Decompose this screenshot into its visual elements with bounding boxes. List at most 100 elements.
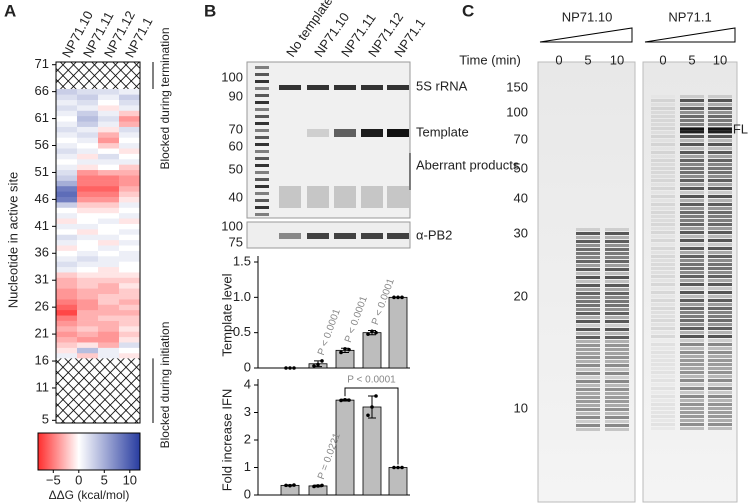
ladder-band — [255, 94, 269, 97]
gel-band — [708, 223, 732, 226]
gel-band — [651, 267, 675, 270]
gel-band — [708, 259, 732, 262]
gel-band — [576, 248, 600, 251]
gel-band — [605, 232, 629, 235]
time-label: 5 — [688, 52, 695, 67]
heat-cell — [119, 336, 140, 343]
data-point — [343, 398, 347, 402]
y-tick-label: 0 — [244, 486, 251, 501]
gel-band — [708, 147, 732, 150]
ladder-label: 60 — [229, 138, 243, 153]
gel-band — [680, 179, 704, 182]
gel-band — [576, 320, 600, 323]
gel-band — [708, 123, 732, 126]
data-point — [288, 483, 292, 488]
gel-band — [334, 85, 356, 90]
gel-band — [680, 423, 704, 426]
gel-band — [708, 99, 732, 102]
gel-band — [680, 247, 704, 250]
gel-band — [680, 223, 704, 226]
gel-band — [680, 351, 704, 354]
heat-cell — [119, 185, 140, 192]
heat-cell — [77, 250, 98, 257]
heat-cell — [98, 309, 119, 316]
gel-band — [680, 151, 704, 154]
heat-cell — [77, 105, 98, 111]
gel-band — [651, 175, 675, 178]
heat-cell — [77, 99, 98, 106]
gel-band — [279, 85, 301, 90]
gel-band — [651, 111, 675, 114]
gel-band — [651, 219, 675, 222]
gel-band — [680, 267, 704, 270]
heat-cell — [56, 180, 77, 187]
gel-band — [576, 304, 600, 307]
heat-cell — [98, 293, 119, 300]
heat-cell — [98, 94, 119, 101]
heat-cell — [77, 336, 98, 343]
heat-cell — [56, 175, 77, 181]
gel-band — [708, 407, 732, 410]
gel-band — [680, 319, 704, 322]
heat-cell — [98, 299, 119, 305]
ladder-label: 40 — [229, 189, 243, 204]
data-point — [392, 295, 396, 300]
heat-cell — [77, 169, 98, 176]
gel-band — [576, 392, 600, 395]
heat-cell — [98, 158, 119, 165]
data-point — [370, 329, 374, 334]
bar — [362, 406, 382, 496]
gel-band — [708, 243, 732, 246]
heat-cell — [77, 234, 98, 241]
gel-band — [708, 239, 732, 242]
gel-band — [651, 191, 675, 194]
gel-band — [708, 175, 732, 178]
gel-band — [605, 268, 629, 271]
gel-band — [680, 143, 704, 146]
gel-band — [708, 339, 732, 342]
gel-band — [651, 123, 675, 126]
gel-band — [576, 252, 600, 255]
gel-band — [708, 135, 732, 138]
gel-band — [680, 159, 704, 162]
gel-band — [651, 335, 675, 338]
gel-band — [605, 324, 629, 327]
gel-band — [651, 295, 675, 298]
gel-band — [680, 371, 704, 374]
gel-band — [708, 227, 732, 230]
gel-band — [651, 259, 675, 262]
gel-band — [605, 344, 629, 347]
heat-cell — [98, 326, 119, 332]
data-point — [312, 484, 316, 489]
gel-band — [651, 107, 675, 110]
band-label: Aberrant products — [416, 157, 520, 172]
heat-cell — [119, 239, 140, 246]
heat-cell — [56, 288, 77, 294]
gel-band — [605, 336, 629, 339]
ladder-band — [255, 122, 269, 125]
y-tick-label: 56 — [35, 137, 49, 152]
time-label: Time (min) — [459, 52, 521, 67]
heat-cell — [56, 229, 77, 235]
gel-band — [651, 167, 675, 170]
heat-cell — [56, 282, 77, 289]
data-point — [316, 362, 320, 367]
gel-band — [605, 276, 629, 279]
gel-band — [680, 163, 704, 166]
heat-cell — [119, 110, 140, 117]
gel-band — [708, 371, 732, 374]
heat-cell — [56, 347, 77, 354]
ladder-band — [255, 171, 269, 174]
heat-cell — [77, 261, 98, 268]
gel-band — [680, 187, 704, 190]
significance-bracket — [344, 387, 399, 465]
gel-band — [605, 392, 629, 395]
ladder-band — [255, 143, 269, 146]
gel-band — [680, 107, 704, 110]
data-point — [396, 295, 400, 300]
gel-band — [576, 276, 600, 279]
gel-band — [576, 236, 600, 239]
ladder-band — [255, 66, 269, 69]
heat-cell — [56, 239, 77, 246]
heat-cell — [98, 245, 119, 251]
